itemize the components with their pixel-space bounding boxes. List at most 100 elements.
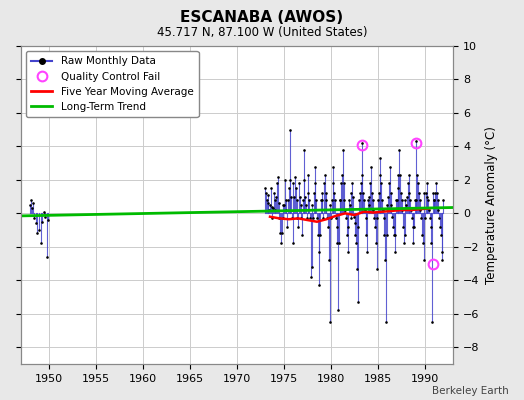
Point [428,319,436,325]
Point [313,215,321,222]
Point [35,227,43,233]
Point [278,230,286,237]
Point [331,197,339,203]
Point [406,197,414,203]
Point [310,190,318,196]
Point [281,177,289,183]
Point [329,163,337,170]
Point [264,192,272,198]
Point [411,197,419,203]
Text: Berkeley Earth: Berkeley Earth [432,386,508,396]
Point [410,224,418,230]
Point [380,232,388,238]
Point [309,215,317,222]
Point [324,224,332,230]
Point [346,215,355,222]
Point [369,207,378,213]
Point [335,240,343,247]
Point [430,197,438,203]
Point [357,180,365,186]
Point [311,180,320,186]
Point [347,190,356,196]
Point [364,197,372,203]
Point [351,220,359,227]
Point [351,232,359,238]
Point [334,307,342,314]
Point [394,185,402,192]
Point [319,215,328,222]
Point [392,197,401,203]
Point [371,224,379,230]
Point [419,257,428,264]
Text: ESCANABA (AWOS): ESCANABA (AWOS) [180,10,344,25]
Point [386,190,395,196]
Point [360,197,368,203]
Point [267,185,275,192]
Point [376,172,384,178]
Point [375,190,383,196]
Point [341,207,350,213]
Point [362,232,370,238]
Point [362,215,370,222]
Point [263,197,271,203]
Point [402,202,410,208]
Point [353,266,361,272]
Point [395,146,403,153]
Point [381,257,389,264]
Point [38,218,46,225]
Point [409,240,418,247]
Point [290,194,299,200]
Point [30,215,38,222]
Point [27,197,35,203]
Point [373,215,381,222]
Point [405,172,413,178]
Point [281,197,290,203]
Point [284,197,292,203]
Point [352,240,361,247]
Point [304,172,313,178]
Point [390,249,399,255]
Point [333,240,342,247]
Point [324,257,333,264]
Point [431,190,440,196]
Point [28,205,36,212]
Point [397,197,406,203]
Point [413,172,421,178]
Point [288,215,296,222]
Point [354,299,362,305]
Point [275,215,283,222]
Point [325,319,334,325]
Point [400,240,408,247]
Point [434,207,443,213]
Point [294,224,302,230]
Point [370,215,378,222]
Point [361,207,369,213]
Point [386,163,394,170]
Point [389,224,397,230]
Point [342,215,350,222]
Point [433,197,442,203]
Point [282,207,291,213]
Point [332,224,341,230]
Point [368,190,376,196]
Point [330,190,339,196]
Point [367,163,375,170]
Point [287,194,296,200]
Point [356,190,364,196]
Point [368,197,377,203]
Point [414,190,423,196]
Point [425,207,433,213]
Point [340,197,348,203]
Point [337,180,345,186]
Point [329,180,337,186]
Point [343,249,352,255]
Point [305,215,314,222]
Point [270,197,279,203]
Legend: Raw Monthly Data, Quality Control Fail, Five Year Moving Average, Long-Term Tren: Raw Monthly Data, Quality Control Fail, … [26,51,199,117]
Point [26,202,35,208]
Point [313,232,322,238]
Point [401,197,410,203]
Point [436,232,445,238]
Point [435,215,443,222]
Point [359,190,367,196]
